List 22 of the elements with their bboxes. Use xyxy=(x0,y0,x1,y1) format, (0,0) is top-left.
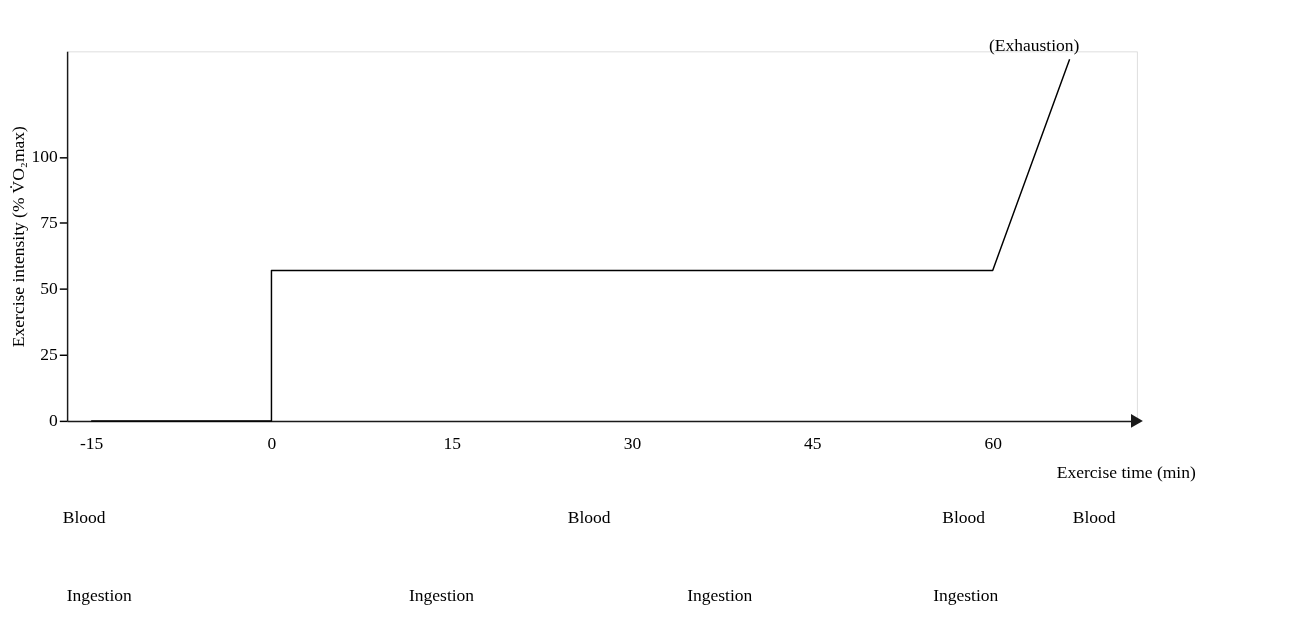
text: Ingestion xyxy=(933,584,999,605)
y-tick-label: 25 xyxy=(40,344,59,365)
text: Ingestion xyxy=(66,584,133,605)
y-tick-label: 100 xyxy=(31,146,59,167)
x-tick-label: 0 xyxy=(267,432,277,453)
annotation: (Exhaustion) xyxy=(988,35,1080,56)
y-tick-label: 0 xyxy=(49,410,59,431)
text: Blood xyxy=(942,507,986,528)
x-tick-label: 30 xyxy=(623,432,642,453)
text: Blood xyxy=(62,507,106,528)
y-tick-label: 75 xyxy=(40,212,59,233)
y-axis-title: Exercise intensity (% V̇O₂max) xyxy=(7,125,28,348)
text: Blood xyxy=(567,507,611,528)
text: Blood xyxy=(1072,507,1116,528)
x-tick-label: 60 xyxy=(984,432,1003,453)
x-tick-label: 45 xyxy=(804,432,822,453)
text: Ingestion xyxy=(408,584,475,605)
x-tick-label: 15 xyxy=(443,432,462,453)
x-tick-label: -15 xyxy=(79,432,104,453)
x-axis-title: Exercise time (min) xyxy=(1056,461,1196,482)
y-tick-label: 50 xyxy=(40,278,59,299)
text: Ingestion xyxy=(687,584,753,605)
